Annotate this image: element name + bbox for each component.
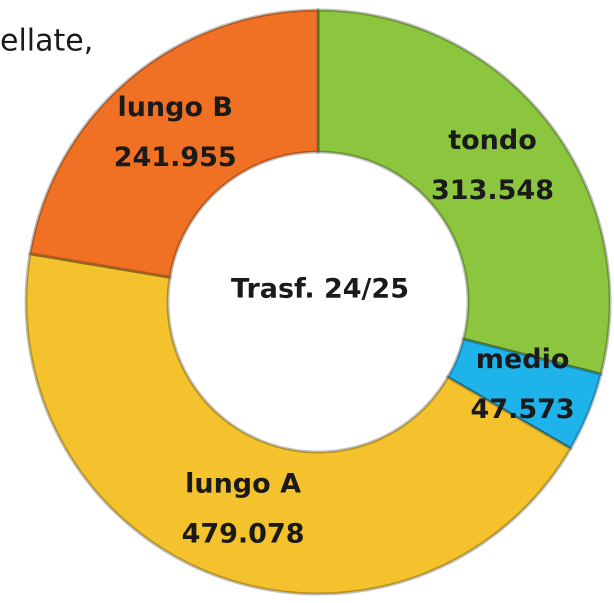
- value-label: 313.548: [431, 175, 554, 206]
- category-label: tondo: [448, 125, 537, 156]
- donut-segment: [28, 8, 320, 279]
- center-label: Trasf. 24/25: [231, 274, 409, 305]
- donut-segment: [24, 252, 573, 596]
- category-label: lungo A: [185, 468, 301, 499]
- category-label: medio: [476, 344, 570, 375]
- value-label: 47.573: [470, 394, 574, 425]
- caption: ellate,: [0, 24, 93, 59]
- value-label: 241.955: [114, 142, 237, 173]
- donut-segment: [316, 8, 612, 376]
- value-label: 479.078: [182, 518, 305, 549]
- category-label: lungo B: [117, 92, 233, 123]
